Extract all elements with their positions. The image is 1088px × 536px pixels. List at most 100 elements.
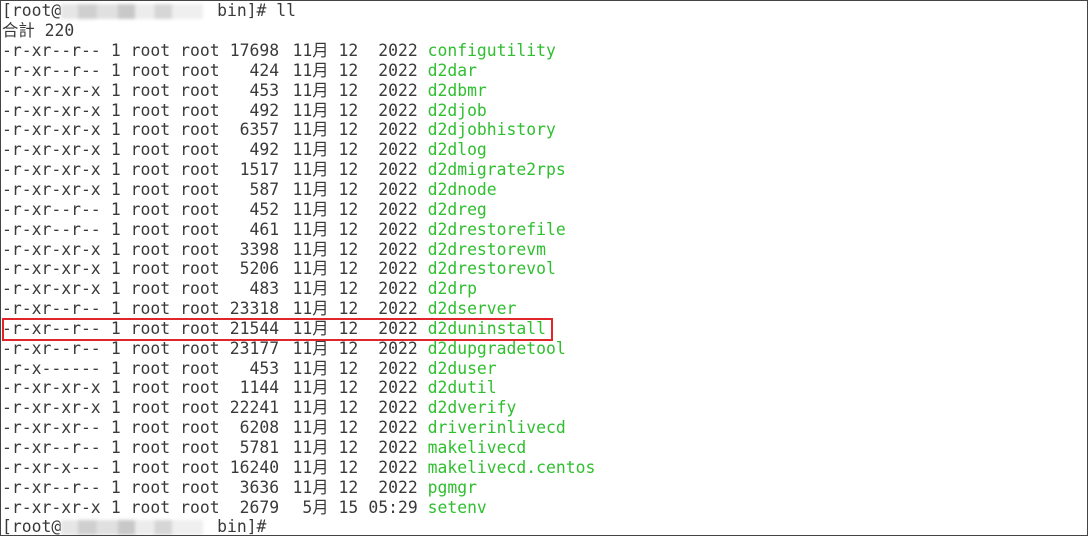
group: root: [180, 457, 220, 477]
file-size: 16240: [229, 457, 280, 477]
owner: root: [130, 259, 171, 279]
file-size: 17698: [229, 41, 280, 60]
link-count: 1: [110, 279, 121, 299]
file-name: pgmgr: [427, 477, 477, 497]
owner: root: [130, 279, 171, 299]
file-size: 453: [249, 358, 280, 378]
command-text: ll: [266, 1, 297, 20]
year-or-time: 2022: [378, 41, 418, 60]
month: 11月: [292, 477, 329, 497]
owner: root: [130, 239, 171, 259]
file-size: 5206: [239, 259, 280, 279]
owner: root: [130, 80, 171, 100]
file-name: d2drp: [427, 279, 477, 299]
file-name: d2drestorevm: [427, 239, 547, 259]
file-name: d2dmigrate2rps: [427, 160, 566, 180]
owner: root: [130, 41, 171, 60]
day: 12: [338, 259, 359, 279]
year-or-time: 2022: [378, 140, 418, 160]
file-listing-row: -r-xr-x--- 1 root root 16240 11月 12 2022 makeliv…: [2, 458, 595, 478]
permissions: -r-xr-xr-x: [2, 259, 101, 279]
day: 12: [338, 378, 359, 398]
group: root: [180, 60, 220, 80]
year-or-time: 2022: [378, 358, 418, 378]
file-name: d2dar: [427, 60, 477, 80]
day: 12: [338, 299, 359, 319]
prompt-dir: bin]#: [207, 517, 267, 536]
day: 12: [338, 438, 359, 457]
file-listing-row: -r-xr-xr-x 1 root root 1517 11月 12 2022 d2dmigra…: [2, 160, 566, 180]
permissions: -r-xr--r--: [2, 318, 101, 338]
permissions: -r-xr--r--: [2, 438, 101, 457]
group: root: [180, 259, 220, 279]
file-listing-row: -r-xr--r-- 1 root root 452 11月 12 2022 d2dreg: [2, 200, 487, 220]
permissions: -r-xr--r--: [2, 338, 101, 358]
year-or-time: 2022: [378, 160, 418, 180]
day: 15: [338, 497, 359, 517]
file-size: 22241: [229, 398, 280, 418]
file-name: d2djob: [427, 100, 487, 120]
day: 12: [338, 279, 359, 299]
file-size: 3398: [239, 239, 280, 259]
owner: root: [130, 457, 171, 477]
total-label: 合計: [2, 21, 35, 40]
link-count: 1: [110, 140, 121, 160]
permissions: -r-xr--r--: [2, 60, 101, 80]
link-count: 1: [110, 239, 121, 259]
file-name: d2duninstall: [427, 318, 547, 338]
group: root: [180, 239, 220, 259]
command-prompt-line: [root@ bin]# ll: [2, 1, 296, 21]
permissions: -r-xr-xr-x: [2, 140, 101, 160]
year-or-time: 2022: [378, 60, 418, 80]
link-count: 1: [110, 80, 121, 100]
link-count: 1: [110, 219, 121, 239]
year-or-time: 2022: [378, 219, 418, 239]
day: 12: [338, 120, 359, 140]
link-count: 1: [110, 378, 121, 398]
file-listing-row: -r-xr-xr-x 1 root root 3398 11月 12 2022 d2dresto…: [2, 240, 546, 260]
permissions: -r-xr--r--: [2, 299, 101, 319]
file-name: setenv: [427, 497, 487, 517]
link-count: 1: [110, 318, 121, 338]
file-listing-row: -r-xr--r-- 1 root root 461 11月 12 2022 d2drestor…: [2, 220, 566, 240]
link-count: 1: [110, 179, 121, 199]
total-value: 220: [44, 21, 75, 40]
group: root: [180, 338, 220, 358]
file-listing-row: -r-xr--r-- 1 root root 23177 11月 12 2022 d2dupgr…: [2, 339, 566, 359]
month: 11月: [292, 259, 329, 279]
permissions: -r-xr-xr-x: [2, 497, 101, 517]
file-size: 23318: [229, 299, 280, 319]
year-or-time: 2022: [378, 279, 418, 299]
owner: root: [130, 398, 171, 418]
owner: root: [130, 338, 171, 358]
file-name: d2dbmr: [427, 80, 487, 100]
year-or-time: 2022: [378, 418, 418, 438]
group: root: [180, 199, 220, 219]
final-prompt-line[interactable]: [root@ bin]#: [2, 517, 267, 536]
group: root: [180, 398, 220, 418]
file-listing-row: -r-xr--r-- 1 root root 17698 11月 12 2022 configu…: [2, 41, 556, 61]
day: 12: [338, 398, 359, 418]
file-size: 424: [249, 60, 280, 80]
day: 12: [338, 199, 359, 219]
owner: root: [130, 497, 171, 517]
owner: root: [130, 358, 171, 378]
day: 12: [338, 338, 359, 358]
file-listing-row: -r-xr-xr-x 1 root root 492 11月 12 2022 d2djob: [2, 101, 487, 121]
group: root: [180, 179, 220, 199]
group: root: [180, 358, 220, 378]
year-or-time: 2022: [378, 120, 418, 140]
group: root: [180, 438, 220, 457]
file-name: makelivecd.centos: [427, 457, 596, 477]
file-listing-row: -r-xr-xr-- 1 root root 6208 11月 12 2022 driverin…: [2, 418, 566, 438]
year-or-time: 2022: [378, 100, 418, 120]
year-or-time: 2022: [378, 477, 418, 497]
link-count: 1: [110, 160, 121, 180]
redacted-hostname: [61, 4, 204, 19]
link-count: 1: [110, 199, 121, 219]
owner: root: [130, 438, 171, 457]
owner: root: [130, 160, 171, 180]
file-listing-row: -r-xr-xr-x 1 root root 453 11月 12 2022 d2dbmr: [2, 81, 487, 101]
group: root: [180, 80, 220, 100]
